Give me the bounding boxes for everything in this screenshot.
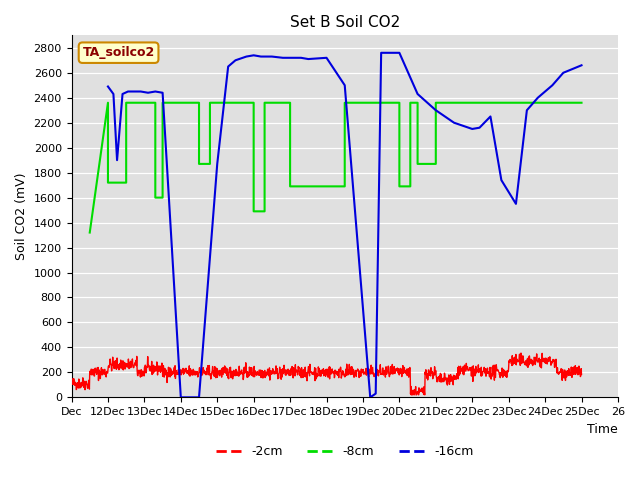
Text: TA_soilco2: TA_soilco2 bbox=[83, 46, 155, 59]
Y-axis label: Soil CO2 (mV): Soil CO2 (mV) bbox=[15, 173, 28, 260]
Legend: -2cm, -8cm, -16cm: -2cm, -8cm, -16cm bbox=[211, 441, 479, 464]
X-axis label: Time: Time bbox=[587, 422, 618, 436]
Title: Set B Soil CO2: Set B Soil CO2 bbox=[290, 15, 400, 30]
